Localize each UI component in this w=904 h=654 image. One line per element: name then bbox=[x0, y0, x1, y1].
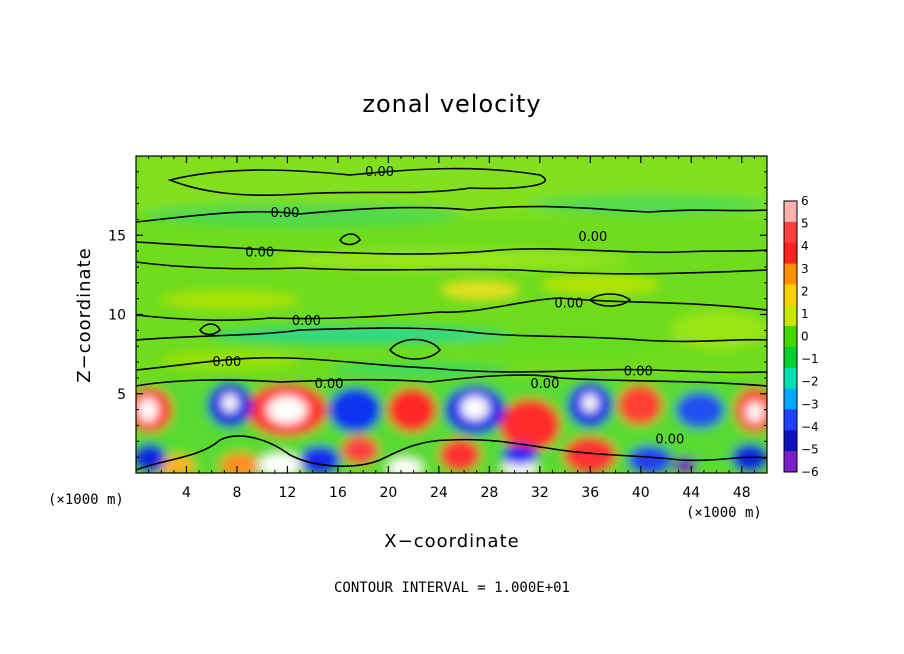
x-axis-ticks: 4 8 12 16 20 24 28 32 36 40 44 48 bbox=[148, 156, 755, 501]
colorbar-tick-label: 2 bbox=[801, 284, 809, 298]
x-tick-label: 44 bbox=[682, 485, 700, 501]
colorbar-tick-label: 3 bbox=[801, 262, 809, 276]
colorbar-swatch bbox=[784, 263, 797, 285]
colorbar-swatch bbox=[784, 346, 797, 369]
colorbar-swatch bbox=[784, 409, 797, 431]
y-axis-label: Z−coordinate bbox=[74, 247, 95, 382]
x-tick-label: 20 bbox=[379, 485, 397, 501]
contour-label: 0.00 bbox=[655, 433, 684, 448]
colorbar-tick-label: 0 bbox=[801, 330, 809, 344]
x-tick-label: 36 bbox=[581, 485, 599, 501]
x-axis-label: X−coordinate bbox=[384, 531, 519, 552]
colorbar-frame bbox=[783, 200, 798, 473]
contour-label: 0.00 bbox=[292, 314, 321, 329]
colorbar-tick-label: −2 bbox=[801, 375, 819, 389]
contour-label: 0.00 bbox=[554, 296, 583, 311]
y-axis-ticks: 5 10 15 bbox=[108, 171, 767, 458]
x-tick-label: 24 bbox=[430, 485, 448, 501]
contour-lines bbox=[136, 167, 767, 471]
colorbar-swatch bbox=[784, 242, 797, 265]
x-tick-label: 40 bbox=[632, 485, 650, 501]
y-tick-label: 15 bbox=[108, 228, 126, 244]
contour-label: 0.00 bbox=[530, 377, 559, 392]
colorbar-tick-label: 1 bbox=[801, 307, 809, 321]
colorbar: 6 5 4 3 2 1 0 −1 −2 −3 −4 −5 −6 bbox=[783, 194, 819, 479]
x-tick-label: 48 bbox=[733, 485, 751, 501]
x-tick-label: 28 bbox=[480, 485, 498, 501]
chart-title: zonal velocity bbox=[362, 90, 541, 118]
contour-labels: 0.00 0.00 0.00 0.00 0.00 0.00 0.00 0.00 0.00 0.00… bbox=[212, 165, 684, 448]
x-tick-label: 16 bbox=[329, 485, 347, 501]
heatmap-field bbox=[136, 156, 767, 473]
x-tick-label: 8 bbox=[232, 485, 241, 501]
contour-label: 0.00 bbox=[315, 377, 344, 392]
x-tick-label: 12 bbox=[279, 485, 297, 501]
colorbar-tick-label: −1 bbox=[801, 352, 819, 366]
contour-interval-footer: CONTOUR INTERVAL = 1.000E+01 bbox=[334, 580, 570, 596]
colorbar-swatch bbox=[784, 430, 797, 452]
x-unit-label: (×1000 m) bbox=[686, 505, 762, 521]
x-tick-label: 32 bbox=[531, 485, 549, 501]
z-unit-label: (×1000 m) bbox=[48, 492, 124, 508]
colorbar-swatch bbox=[784, 201, 797, 223]
colorbar-swatch bbox=[784, 221, 797, 244]
contour-label: 0.00 bbox=[270, 206, 299, 221]
colorbar-tick-label: −5 bbox=[801, 442, 819, 456]
colorbar-swatch bbox=[784, 388, 797, 410]
colorbar-tick-label: 5 bbox=[801, 217, 809, 231]
colorbar-tick-label: 4 bbox=[801, 239, 809, 253]
colorbar-tick-label: −4 bbox=[801, 420, 819, 434]
colorbar-swatch bbox=[784, 326, 797, 348]
contour-label: 0.00 bbox=[578, 230, 607, 245]
contour-label: 0.00 bbox=[245, 246, 274, 261]
colorbar-swatch bbox=[784, 451, 797, 473]
y-tick-label: 5 bbox=[117, 387, 126, 403]
colorbar-tick-label: −3 bbox=[801, 397, 819, 411]
colorbar-swatch bbox=[784, 284, 797, 306]
colorbar-tick-label: −6 bbox=[801, 465, 819, 479]
x-tick-label: 4 bbox=[182, 485, 191, 501]
contour-label: 0.00 bbox=[212, 355, 241, 370]
colorbar-tick-label: 6 bbox=[801, 194, 809, 208]
y-tick-label: 10 bbox=[108, 308, 126, 324]
contour-label: 0.00 bbox=[624, 365, 653, 380]
colorbar-swatch bbox=[784, 305, 797, 327]
colorbar-swatch bbox=[784, 367, 797, 390]
contour-label: 0.00 bbox=[365, 165, 394, 180]
